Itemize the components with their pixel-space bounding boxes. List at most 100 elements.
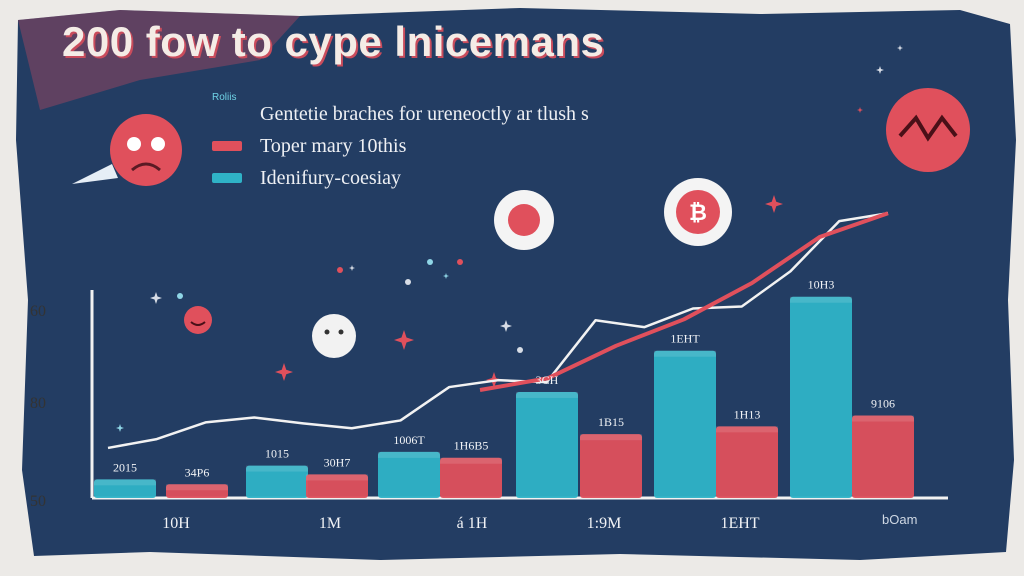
legend-label-1: Toper mary 10this (260, 134, 407, 157)
bar-highlight-8 (654, 350, 716, 357)
bar-highlight-7 (580, 434, 642, 441)
watermark-text: bOam (882, 512, 917, 527)
bar-8 (654, 350, 716, 498)
chart-panel (16, 8, 1016, 560)
legend: Roliis Gentetie braches for ureneoctly a… (212, 92, 589, 194)
bar-label-11: 9106 (871, 397, 895, 411)
y-tick-1: 80 (30, 395, 46, 412)
bar-labels-group: 2015 34P6 1015 30H7 1006T 1H6B5 3CH 1B15 1EHT 1H1… (113, 278, 895, 480)
sad-face-eye-icon (127, 137, 141, 151)
sparkle-icon (876, 66, 884, 74)
bar-label-0: 2015 (113, 460, 137, 474)
sparkle-icon (765, 195, 783, 213)
legend-swatch-2 (212, 173, 242, 183)
x-tick-3: 1:9M (587, 515, 622, 532)
sparkle-dot (517, 347, 523, 353)
bar-9 (716, 426, 778, 498)
chart-title: 200 fow to cype lnicemans (62, 18, 605, 65)
y-tick-0: 60 (30, 303, 46, 320)
legend-swatch-1 (212, 141, 242, 151)
white-face-icon (312, 314, 356, 358)
bar-label-7: 1B15 (598, 415, 624, 429)
bar-highlight-6 (516, 391, 578, 398)
sparkle-dot (427, 259, 433, 265)
bar-1 (166, 484, 228, 498)
bar-highlight-1 (166, 484, 228, 491)
bar-highlight-2 (246, 465, 308, 472)
emoji-group: ₿ (72, 88, 970, 358)
bar-highlight-10 (790, 296, 852, 303)
small-red-face-icon (184, 306, 212, 334)
sparkle-icon (443, 273, 449, 279)
bar-highlight-3 (306, 474, 368, 481)
white-face-eye-icon (338, 329, 344, 335)
legend-label-2: Idenifury-coesiay (260, 166, 402, 189)
sparkle-icon (116, 424, 124, 432)
legend-item-0: Roliis Gentetie braches for ureneoctly a… (212, 92, 589, 130)
bar-5 (440, 457, 502, 498)
bar-label-9: 1H13 (734, 407, 761, 421)
sparkle-icon (349, 265, 355, 271)
bar-6 (516, 391, 578, 498)
legend-item-2: Idenifury-coesiay (212, 162, 589, 194)
sparkle-icon (500, 320, 512, 332)
red-trend-line (479, 211, 889, 392)
bar-label-4: 1006T (393, 433, 425, 447)
bar-10 (790, 296, 852, 498)
bar-highlight-4 (378, 451, 440, 458)
bar-label-8: 1EHT (670, 332, 700, 346)
sparkle-icon (150, 292, 162, 304)
bar-label-6: 3CH (536, 373, 559, 387)
bar-label-1: 34P6 (185, 465, 210, 479)
bar-highlight-5 (440, 457, 502, 464)
legend-label-0: Gentetie braches for ureneoctly ar tlush… (260, 102, 589, 125)
angry-face-mouth-icon (898, 114, 958, 142)
bar-highlight-9 (716, 426, 778, 433)
sparkle-dot (177, 293, 183, 299)
bar-3 (306, 474, 368, 498)
small-red-face-mouth-icon (190, 321, 206, 326)
bar-highlight-0 (94, 479, 156, 486)
sad-face-mouth-icon (131, 162, 161, 172)
legend-swatch-0 (212, 109, 242, 119)
sparkle-dot (405, 279, 411, 285)
bar-2 (246, 465, 308, 498)
lines-group (107, 211, 889, 450)
bitcoin-symbol-icon: ₿ (689, 201, 707, 226)
panel-glow (18, 10, 300, 110)
bar-label-5: 1H6B5 (454, 439, 489, 453)
bar-label-2: 1015 (265, 447, 289, 461)
white-trend-line (107, 212, 889, 450)
bar-0 (94, 479, 156, 498)
sparkle-icon (275, 363, 293, 381)
sparkle-icon (394, 330, 414, 350)
x-tick-4: 1EHT (720, 515, 759, 532)
sparkle-icon (897, 45, 903, 51)
white-face-eye-icon (324, 329, 330, 335)
sad-face-icon (110, 114, 182, 186)
x-ticks-group: 10H 1M á 1H 1:9M 1EHT (162, 515, 760, 532)
sparkle-icon (857, 107, 863, 113)
face-coin-inner-icon (508, 204, 540, 236)
bitcoin-coin-inner-icon (676, 190, 720, 234)
bar-11 (852, 415, 914, 498)
bar-4 (378, 451, 440, 498)
bar-label-3: 30H7 (324, 455, 351, 469)
bars-group (94, 296, 914, 498)
x-tick-0: 10H (162, 515, 190, 532)
x-tick-1: 1M (319, 515, 341, 532)
bar-highlight-11 (852, 415, 914, 422)
legend-logo-text: Roliis (212, 92, 237, 103)
y-ticks-group: 60 80 50 (30, 303, 46, 510)
angry-face-icon (886, 88, 970, 172)
bar-7 (580, 434, 642, 498)
y-tick-2: 50 (30, 493, 46, 510)
sparkle-dot (457, 259, 463, 265)
sad-face-eye-icon (151, 137, 165, 151)
sparkle-dot (337, 267, 343, 273)
x-tick-2: á 1H (457, 515, 488, 532)
bar-label-10: 10H3 (808, 278, 835, 292)
legend-item-1: Toper mary 10this (212, 130, 589, 162)
